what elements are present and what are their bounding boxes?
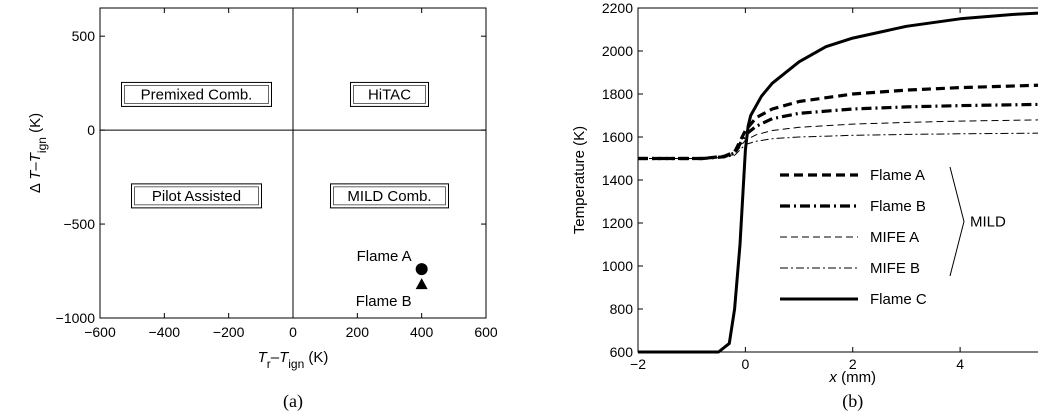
x-tick-label: 0 bbox=[289, 324, 297, 340]
region-box-inner bbox=[353, 85, 426, 104]
y-tick-label: −1000 bbox=[56, 310, 96, 326]
series-line bbox=[638, 102, 1038, 161]
region-box-inner bbox=[333, 186, 446, 206]
x-tick-label: −400 bbox=[149, 324, 181, 340]
x-axis-label: Tr–Tign (K) bbox=[258, 349, 329, 371]
region-box bbox=[121, 81, 272, 107]
x-tick-label: −600 bbox=[84, 324, 116, 340]
y-tick-label: 2000 bbox=[602, 43, 633, 59]
x-axis-label: x (mm) bbox=[828, 369, 876, 386]
region-box bbox=[131, 183, 262, 209]
x-tick-label: 400 bbox=[410, 324, 434, 340]
point-label: Flame A bbox=[357, 248, 412, 265]
point-marker-circle bbox=[415, 263, 428, 276]
caption-b: (b) bbox=[842, 391, 863, 412]
y-tick-label: 500 bbox=[72, 28, 96, 44]
y-tick-label: 1800 bbox=[602, 86, 633, 102]
legend-group-bracket bbox=[949, 166, 965, 277]
y-tick-label: 2200 bbox=[602, 0, 633, 16]
y-tick-label: 1200 bbox=[602, 215, 633, 231]
y-tick-label: 1600 bbox=[602, 129, 633, 145]
region-label: Premixed Comb. bbox=[141, 86, 253, 103]
x-tick-label: 2 bbox=[849, 356, 857, 372]
region-box bbox=[330, 183, 449, 209]
series-line bbox=[638, 83, 1038, 161]
x-tick-label: −200 bbox=[213, 324, 245, 340]
x-tick-label: 4 bbox=[956, 356, 964, 372]
y-tick-label: 0 bbox=[87, 122, 95, 138]
series-line bbox=[638, 132, 1038, 159]
y-axis-label: Temperature (K) bbox=[571, 126, 588, 234]
x-tick-label: 600 bbox=[474, 324, 498, 340]
series-line bbox=[638, 11, 1038, 354]
legend-group-label: MILD bbox=[970, 214, 1006, 231]
y-tick-label: 1000 bbox=[602, 258, 633, 274]
legend-label: MIFE B bbox=[870, 260, 920, 277]
x-tick-label: 200 bbox=[346, 324, 370, 340]
y-tick-label: 600 bbox=[610, 344, 634, 360]
x-tick-label: −2 bbox=[630, 356, 646, 372]
y-tick-label: 800 bbox=[610, 301, 634, 317]
caption-a: (a) bbox=[283, 391, 303, 412]
x-tick-label: 0 bbox=[741, 356, 749, 372]
point-marker-triangle bbox=[415, 278, 428, 290]
region-label: Pilot Assisted bbox=[152, 188, 241, 205]
region-box bbox=[350, 81, 429, 107]
legend-label: Flame C bbox=[870, 291, 927, 308]
panel-b: −2 0 2 4 600 800 1000 1200 1400 1600 1800 2000 2200 x… bbox=[571, 0, 1038, 412]
point-label: Flame B bbox=[356, 293, 412, 310]
region-label: HiTAC bbox=[368, 86, 411, 103]
legend-label: Flame B bbox=[870, 198, 926, 215]
legend-label: Flame A bbox=[870, 167, 925, 184]
series-line bbox=[638, 119, 1038, 159]
region-label: MILD Comb. bbox=[347, 188, 431, 205]
legend-label: MIFE A bbox=[870, 229, 919, 246]
y-tick-label: 1400 bbox=[602, 172, 633, 188]
panel-a: −600 −400 −200 0 200 400 600 −1000 −500 0 500 Tr–Ti… bbox=[27, 7, 498, 412]
region-box-inner bbox=[134, 186, 259, 206]
y-axis-label: Δ T–Tign (K) bbox=[27, 113, 49, 193]
region-box-inner bbox=[124, 85, 269, 104]
y-tick-label: −500 bbox=[63, 216, 95, 232]
